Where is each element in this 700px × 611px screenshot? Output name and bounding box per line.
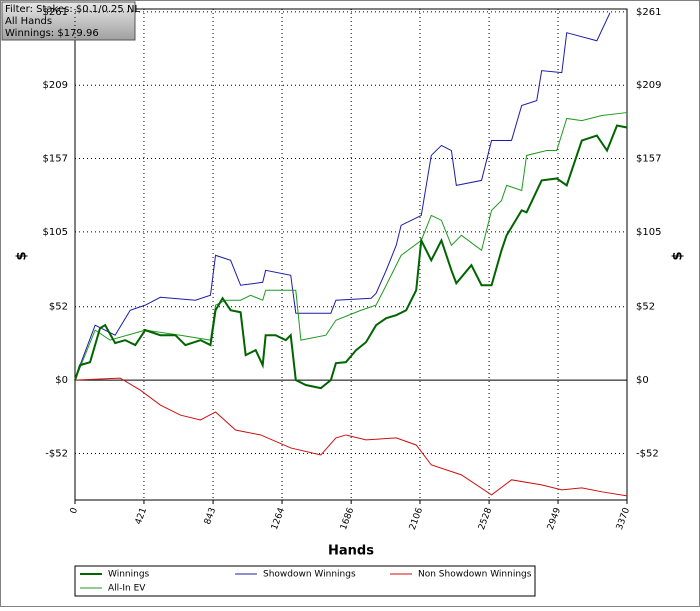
y-tick-label: $52	[49, 302, 68, 313]
y-tick-label: $105	[43, 227, 68, 238]
series-line	[74, 124, 628, 390]
filter-text: All Hands	[5, 16, 52, 27]
filter-box	[1, 1, 136, 41]
plot-area	[74, 8, 628, 501]
legend-label: Winnings	[108, 570, 150, 580]
y-tick-label-right: $0	[636, 375, 649, 386]
filter-text: Winnings: $179.96	[5, 28, 99, 39]
y-tick-label: $261	[43, 7, 68, 18]
y-tick-label: $0	[55, 375, 68, 386]
y-tick-label: -$52	[45, 448, 68, 459]
y-tick-label-right: $105	[636, 227, 661, 238]
legend	[74, 565, 536, 597]
y-axis-label: $	[671, 251, 686, 260]
y-tick-label-right: $52	[636, 302, 655, 313]
series-line	[74, 112, 628, 381]
legend-label: Showdown Winnings	[263, 570, 356, 580]
y-tick-label: $157	[43, 154, 68, 165]
y-tick-label: $209	[43, 80, 68, 91]
legend-label: All-In EV	[108, 584, 146, 594]
x-axis-label: Hands	[328, 544, 374, 559]
y-tick-label-right: $209	[636, 80, 661, 91]
legend-label: Non Showdown Winnings	[418, 570, 532, 580]
y-axis-label: $	[15, 251, 30, 260]
x-tick-label: 0	[69, 506, 80, 515]
y-tick-label-right: $261	[636, 7, 661, 18]
y-tick-label-right: -$52	[636, 448, 659, 459]
filter-text: Filter: Stakes: $0.1/0.25 NL	[5, 4, 140, 15]
series-line	[74, 12, 611, 381]
y-tick-label-right: $157	[636, 154, 661, 165]
series-line	[74, 377, 628, 497]
